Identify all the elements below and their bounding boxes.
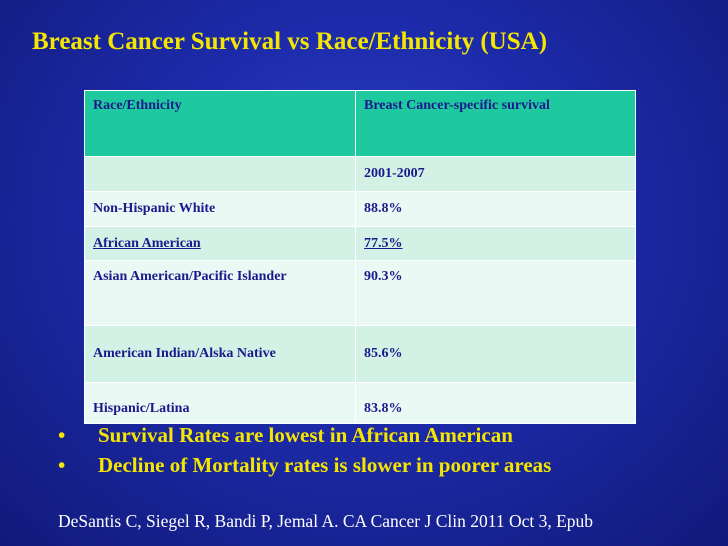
table-header-row: Race/Ethnicity Breast Cancer-specific su… — [84, 90, 636, 157]
survival-table: Race/Ethnicity Breast Cancer-specific su… — [84, 90, 636, 424]
race-cell: Hispanic/Latina — [84, 382, 356, 424]
table-row: African American 77.5% — [84, 226, 636, 261]
bullet-text: Survival Rates are lowest in African Ame… — [98, 423, 513, 447]
bullet-dot-icon: • — [58, 423, 66, 447]
survival-cell-text: 77.5% — [364, 235, 403, 251]
race-cell: American Indian/Alska Native — [84, 325, 356, 383]
table-row: Hispanic/Latina 83.8% — [84, 382, 636, 424]
table-row: Asian American/Pacific Islander 90.3% — [84, 260, 636, 326]
table-row: American Indian/Alska Native 85.6% — [84, 325, 636, 383]
bullet-item: • Survival Rates are lowest in African Am… — [58, 420, 551, 450]
table-subheader-row: 2001-2007 — [84, 156, 636, 192]
survival-cell: 85.6% — [355, 325, 636, 383]
survival-cell: 88.8% — [355, 191, 636, 227]
header-cell-survival: Breast Cancer-specific survival — [355, 90, 636, 157]
race-cell: Non-Hispanic White — [84, 191, 356, 227]
citation: DeSantis C, Siegel R, Bandi P, Jemal A. … — [58, 511, 594, 531]
bullet-dot-icon: • — [58, 453, 66, 477]
bullet-list: • Survival Rates are lowest in African Am… — [58, 420, 551, 480]
bullet-text: Decline of Mortality rates is slower in … — [98, 453, 552, 477]
header-cell-race: Race/Ethnicity — [84, 90, 356, 157]
survival-cell: 90.3% — [355, 260, 636, 326]
survival-cell: 77.5% — [355, 226, 636, 261]
slide-title: Breast Cancer Survival vs Race/Ethnicity… — [32, 28, 548, 55]
subheader-cell-empty — [84, 156, 356, 192]
bullet-item: • Decline of Mortality rates is slower in… — [58, 450, 551, 480]
race-cell-text: African American — [93, 235, 201, 251]
table-row: Non-Hispanic White 88.8% — [84, 191, 636, 227]
race-cell: African American — [84, 226, 356, 261]
subheader-cell-period: 2001-2007 — [355, 156, 636, 192]
race-cell: Asian American/Pacific Islander — [84, 260, 356, 326]
survival-cell: 83.8% — [355, 382, 636, 424]
